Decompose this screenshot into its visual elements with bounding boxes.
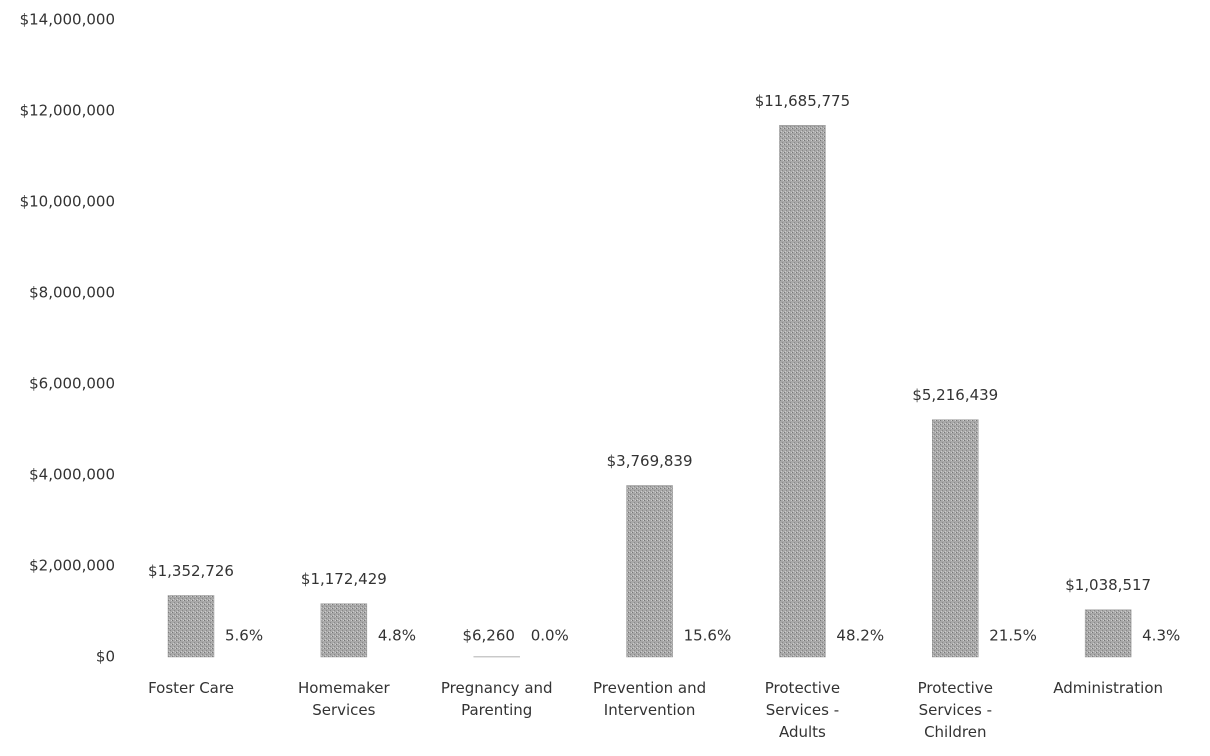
bar xyxy=(320,603,368,658)
bar xyxy=(167,595,215,658)
x-tick-label: Homemaker Services xyxy=(298,679,390,719)
value-label: $3,769,839 xyxy=(607,452,693,470)
value-label: $11,685,775 xyxy=(755,92,850,110)
share-label: 0.0% xyxy=(531,627,569,645)
x-tick-label: Administration xyxy=(1053,679,1163,697)
bar xyxy=(779,125,826,658)
bar xyxy=(1084,609,1132,658)
x-tick-label: Prevention and Intervention xyxy=(593,679,706,719)
x-tick-label: Protective Services -Children xyxy=(918,679,993,741)
share-label: 4.3% xyxy=(1142,627,1180,645)
x-tick-label: Foster Care xyxy=(148,679,234,697)
y-tick-label: $6,000,000 xyxy=(29,375,115,393)
value-label: $1,038,517 xyxy=(1065,576,1151,594)
share-label: 48.2% xyxy=(836,627,884,645)
value-label: $1,352,726 xyxy=(148,562,234,580)
bar xyxy=(626,485,673,658)
x-tick-label: Protective Services -Adults xyxy=(765,679,840,741)
y-tick-label: $10,000,000 xyxy=(20,193,115,211)
y-tick-label: $0 xyxy=(96,648,115,666)
y-tick-label: $4,000,000 xyxy=(29,466,115,484)
value-label: $5,216,439 xyxy=(912,386,998,404)
y-tick-label: $8,000,000 xyxy=(29,284,115,302)
value-label: $1,172,429 xyxy=(301,570,387,588)
x-tick-label: Pregnancy and Parenting xyxy=(441,679,553,719)
share-label: 21.5% xyxy=(989,627,1037,645)
value-label: $6,260 xyxy=(462,627,515,645)
share-label: 4.8% xyxy=(378,627,416,645)
share-label: 15.6% xyxy=(684,627,732,645)
y-tick-label: $12,000,000 xyxy=(20,102,115,120)
y-tick-label: $14,000,000 xyxy=(20,11,115,29)
share-label: 5.6% xyxy=(225,627,263,645)
bar xyxy=(932,419,979,658)
y-tick-label: $2,000,000 xyxy=(29,557,115,575)
